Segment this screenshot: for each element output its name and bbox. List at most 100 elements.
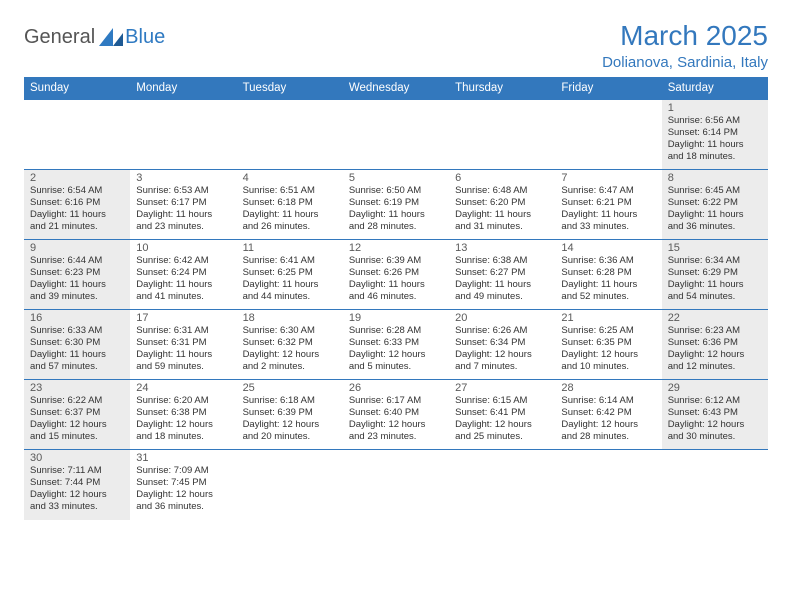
logo-text-blue: Blue xyxy=(125,26,165,49)
calendar-week-row: 9Sunrise: 6:44 AMSunset: 6:23 PMDaylight… xyxy=(24,240,768,310)
day-details: Sunrise: 6:14 AMSunset: 6:42 PMDaylight:… xyxy=(561,395,655,443)
calendar-head: SundayMondayTuesdayWednesdayThursdayFrid… xyxy=(24,77,768,100)
calendar-empty-cell xyxy=(343,450,449,520)
calendar-empty-cell xyxy=(449,450,555,520)
day-number: 11 xyxy=(243,242,337,254)
day-details: Sunrise: 6:23 AMSunset: 6:36 PMDaylight:… xyxy=(668,325,762,373)
day-details: Sunrise: 6:45 AMSunset: 6:22 PMDaylight:… xyxy=(668,185,762,233)
day-number: 10 xyxy=(136,242,230,254)
day-details: Sunrise: 7:09 AMSunset: 7:45 PMDaylight:… xyxy=(136,465,230,513)
day-number: 2 xyxy=(30,172,124,184)
calendar-day-cell: 22Sunrise: 6:23 AMSunset: 6:36 PMDayligh… xyxy=(662,310,768,380)
day-number: 5 xyxy=(349,172,443,184)
day-number: 15 xyxy=(668,242,762,254)
day-number: 29 xyxy=(668,382,762,394)
weekday-header: Tuesday xyxy=(237,77,343,100)
day-number: 27 xyxy=(455,382,549,394)
page: General Blue March 2025 Dolianova, Sardi… xyxy=(0,0,792,540)
day-number: 6 xyxy=(455,172,549,184)
calendar-day-cell: 13Sunrise: 6:38 AMSunset: 6:27 PMDayligh… xyxy=(449,240,555,310)
weekday-header: Monday xyxy=(130,77,236,100)
day-number: 14 xyxy=(561,242,655,254)
day-number: 9 xyxy=(30,242,124,254)
calendar-day-cell: 3Sunrise: 6:53 AMSunset: 6:17 PMDaylight… xyxy=(130,170,236,240)
day-details: Sunrise: 6:56 AMSunset: 6:14 PMDaylight:… xyxy=(668,115,762,163)
day-number: 30 xyxy=(30,452,124,464)
day-details: Sunrise: 6:18 AMSunset: 6:39 PMDaylight:… xyxy=(243,395,337,443)
weekday-row: SundayMondayTuesdayWednesdayThursdayFrid… xyxy=(24,77,768,100)
calendar-day-cell: 27Sunrise: 6:15 AMSunset: 6:41 PMDayligh… xyxy=(449,380,555,450)
calendar-day-cell: 12Sunrise: 6:39 AMSunset: 6:26 PMDayligh… xyxy=(343,240,449,310)
day-number: 18 xyxy=(243,312,337,324)
calendar-day-cell: 20Sunrise: 6:26 AMSunset: 6:34 PMDayligh… xyxy=(449,310,555,380)
calendar-day-cell: 15Sunrise: 6:34 AMSunset: 6:29 PMDayligh… xyxy=(662,240,768,310)
day-details: Sunrise: 6:38 AMSunset: 6:27 PMDaylight:… xyxy=(455,255,549,303)
header: General Blue March 2025 Dolianova, Sardi… xyxy=(24,20,768,71)
day-details: Sunrise: 6:50 AMSunset: 6:19 PMDaylight:… xyxy=(349,185,443,233)
day-details: Sunrise: 6:25 AMSunset: 6:35 PMDaylight:… xyxy=(561,325,655,373)
calendar-body: 1Sunrise: 6:56 AMSunset: 6:14 PMDaylight… xyxy=(24,100,768,520)
logo-text-general: General xyxy=(24,26,95,49)
calendar-day-cell: 24Sunrise: 6:20 AMSunset: 6:38 PMDayligh… xyxy=(130,380,236,450)
title-block: March 2025 Dolianova, Sardinia, Italy xyxy=(602,20,768,71)
day-details: Sunrise: 6:31 AMSunset: 6:31 PMDaylight:… xyxy=(136,325,230,373)
calendar-day-cell: 7Sunrise: 6:47 AMSunset: 6:21 PMDaylight… xyxy=(555,170,661,240)
weekday-header: Sunday xyxy=(24,77,130,100)
calendar-day-cell: 4Sunrise: 6:51 AMSunset: 6:18 PMDaylight… xyxy=(237,170,343,240)
day-number: 8 xyxy=(668,172,762,184)
day-details: Sunrise: 6:26 AMSunset: 6:34 PMDaylight:… xyxy=(455,325,549,373)
calendar-empty-cell xyxy=(449,100,555,170)
calendar-empty-cell xyxy=(555,100,661,170)
day-details: Sunrise: 6:51 AMSunset: 6:18 PMDaylight:… xyxy=(243,185,337,233)
day-number: 24 xyxy=(136,382,230,394)
weekday-header: Thursday xyxy=(449,77,555,100)
calendar-day-cell: 1Sunrise: 6:56 AMSunset: 6:14 PMDaylight… xyxy=(662,100,768,170)
day-details: Sunrise: 6:28 AMSunset: 6:33 PMDaylight:… xyxy=(349,325,443,373)
day-number: 28 xyxy=(561,382,655,394)
weekday-header: Friday xyxy=(555,77,661,100)
calendar-empty-cell xyxy=(343,100,449,170)
calendar-day-cell: 23Sunrise: 6:22 AMSunset: 6:37 PMDayligh… xyxy=(24,380,130,450)
day-details: Sunrise: 6:42 AMSunset: 6:24 PMDaylight:… xyxy=(136,255,230,303)
day-number: 26 xyxy=(349,382,443,394)
calendar-week-row: 23Sunrise: 6:22 AMSunset: 6:37 PMDayligh… xyxy=(24,380,768,450)
calendar-day-cell: 19Sunrise: 6:28 AMSunset: 6:33 PMDayligh… xyxy=(343,310,449,380)
day-number: 3 xyxy=(136,172,230,184)
day-details: Sunrise: 6:30 AMSunset: 6:32 PMDaylight:… xyxy=(243,325,337,373)
calendar-day-cell: 25Sunrise: 6:18 AMSunset: 6:39 PMDayligh… xyxy=(237,380,343,450)
day-number: 23 xyxy=(30,382,124,394)
calendar-day-cell: 18Sunrise: 6:30 AMSunset: 6:32 PMDayligh… xyxy=(237,310,343,380)
calendar-week-row: 2Sunrise: 6:54 AMSunset: 6:16 PMDaylight… xyxy=(24,170,768,240)
day-details: Sunrise: 6:34 AMSunset: 6:29 PMDaylight:… xyxy=(668,255,762,303)
calendar-day-cell: 10Sunrise: 6:42 AMSunset: 6:24 PMDayligh… xyxy=(130,240,236,310)
day-number: 22 xyxy=(668,312,762,324)
day-details: Sunrise: 6:15 AMSunset: 6:41 PMDaylight:… xyxy=(455,395,549,443)
day-number: 4 xyxy=(243,172,337,184)
weekday-header: Wednesday xyxy=(343,77,449,100)
calendar-day-cell: 21Sunrise: 6:25 AMSunset: 6:35 PMDayligh… xyxy=(555,310,661,380)
calendar-week-row: 1Sunrise: 6:56 AMSunset: 6:14 PMDaylight… xyxy=(24,100,768,170)
calendar-week-row: 16Sunrise: 6:33 AMSunset: 6:30 PMDayligh… xyxy=(24,310,768,380)
calendar-week-row: 30Sunrise: 7:11 AMSunset: 7:44 PMDayligh… xyxy=(24,450,768,520)
calendar-day-cell: 28Sunrise: 6:14 AMSunset: 6:42 PMDayligh… xyxy=(555,380,661,450)
day-number: 16 xyxy=(30,312,124,324)
calendar-day-cell: 9Sunrise: 6:44 AMSunset: 6:23 PMDaylight… xyxy=(24,240,130,310)
calendar-day-cell: 2Sunrise: 6:54 AMSunset: 6:16 PMDaylight… xyxy=(24,170,130,240)
day-number: 21 xyxy=(561,312,655,324)
day-number: 1 xyxy=(668,102,762,114)
calendar-day-cell: 6Sunrise: 6:48 AMSunset: 6:20 PMDaylight… xyxy=(449,170,555,240)
day-details: Sunrise: 6:54 AMSunset: 6:16 PMDaylight:… xyxy=(30,185,124,233)
day-details: Sunrise: 6:44 AMSunset: 6:23 PMDaylight:… xyxy=(30,255,124,303)
calendar-day-cell: 5Sunrise: 6:50 AMSunset: 6:19 PMDaylight… xyxy=(343,170,449,240)
calendar-empty-cell xyxy=(24,100,130,170)
logo: General Blue xyxy=(24,26,165,49)
calendar-day-cell: 14Sunrise: 6:36 AMSunset: 6:28 PMDayligh… xyxy=(555,240,661,310)
day-details: Sunrise: 6:12 AMSunset: 6:43 PMDaylight:… xyxy=(668,395,762,443)
calendar-day-cell: 26Sunrise: 6:17 AMSunset: 6:40 PMDayligh… xyxy=(343,380,449,450)
weekday-header: Saturday xyxy=(662,77,768,100)
calendar-day-cell: 16Sunrise: 6:33 AMSunset: 6:30 PMDayligh… xyxy=(24,310,130,380)
day-details: Sunrise: 6:47 AMSunset: 6:21 PMDaylight:… xyxy=(561,185,655,233)
day-details: Sunrise: 6:36 AMSunset: 6:28 PMDaylight:… xyxy=(561,255,655,303)
day-details: Sunrise: 6:41 AMSunset: 6:25 PMDaylight:… xyxy=(243,255,337,303)
calendar-empty-cell xyxy=(662,450,768,520)
